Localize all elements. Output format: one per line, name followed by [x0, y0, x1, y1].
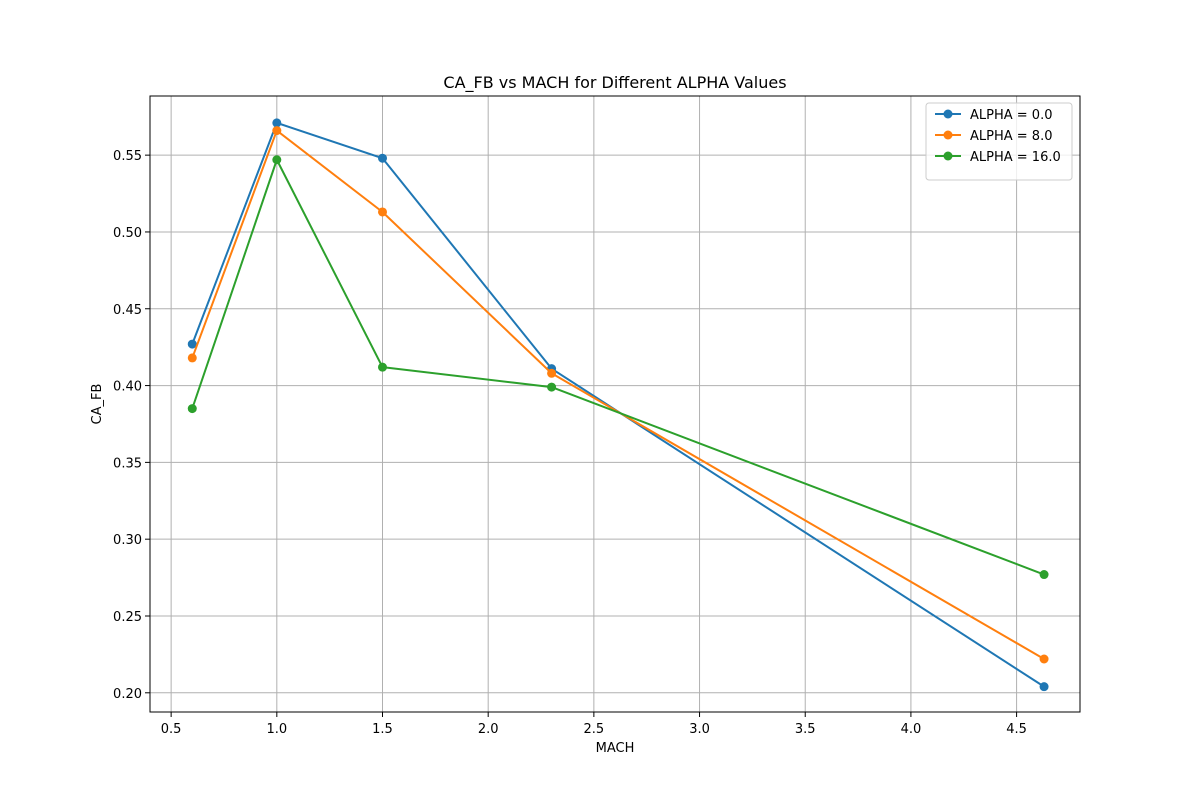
data-point: [547, 368, 557, 378]
y-tick-label: 0.20: [113, 687, 142, 702]
data-point: [187, 339, 197, 349]
y-tick-label: 0.35: [113, 456, 142, 471]
x-tick-label: 0.5: [161, 722, 182, 737]
data-point: [547, 382, 557, 392]
data-point: [187, 353, 197, 363]
y-axis-label: CA_FB: [90, 384, 105, 425]
data-point: [378, 207, 387, 217]
data-point: [272, 126, 282, 136]
chart-title: CA_FB vs MACH for Different ALPHA Values: [443, 73, 786, 93]
legend-marker: [943, 109, 953, 119]
y-tick-label: 0.50: [113, 226, 142, 241]
x-axis-label: MACH: [596, 741, 635, 756]
data-point: [378, 362, 387, 372]
data-point: [187, 404, 197, 414]
series-layer: [187, 118, 1049, 692]
legend-marker: [943, 151, 953, 161]
y-tick-label: 0.40: [113, 380, 142, 395]
y-tick-label: 0.45: [113, 303, 142, 318]
x-tick-label: 2.5: [584, 722, 605, 737]
legend-marker: [943, 130, 953, 140]
legend-box: [925, 102, 1073, 181]
legend-label: ALPHA = 0.0: [970, 108, 1052, 123]
data-point: [1039, 682, 1049, 692]
legend-label: ALPHA = 16.0: [970, 150, 1061, 165]
y-tick-label: 0.25: [113, 610, 142, 625]
x-tick-label: 3.0: [689, 722, 710, 737]
x-tick-label: 1.0: [266, 722, 287, 737]
ticks: 0.5 1.0 1.5 2.0 2.5 3.0 3.5 4.0 4.5 0.20 0.25 0.30 0…: [113, 149, 1027, 737]
x-tick-label: 4.5: [1006, 722, 1027, 737]
y-tick-label: 0.30: [113, 533, 142, 548]
data-point: [272, 118, 282, 128]
data-point: [272, 155, 282, 165]
plot-frame: [149, 95, 1081, 713]
x-tick-label: 2.0: [478, 722, 499, 737]
x-tick-label: 3.5: [795, 722, 816, 737]
legend: ALPHA = 0.0 ALPHA = 8.0 ALPHA = 16.0: [925, 102, 1073, 181]
x-tick-label: 1.5: [372, 722, 393, 737]
data-point: [1039, 654, 1049, 664]
data-point: [378, 153, 387, 163]
grid: [150, 96, 1080, 712]
y-tick-label: 0.55: [113, 149, 142, 164]
x-tick-label: 4.0: [901, 722, 922, 737]
data-point: [1039, 570, 1049, 580]
legend-label: ALPHA = 8.0: [970, 129, 1052, 144]
